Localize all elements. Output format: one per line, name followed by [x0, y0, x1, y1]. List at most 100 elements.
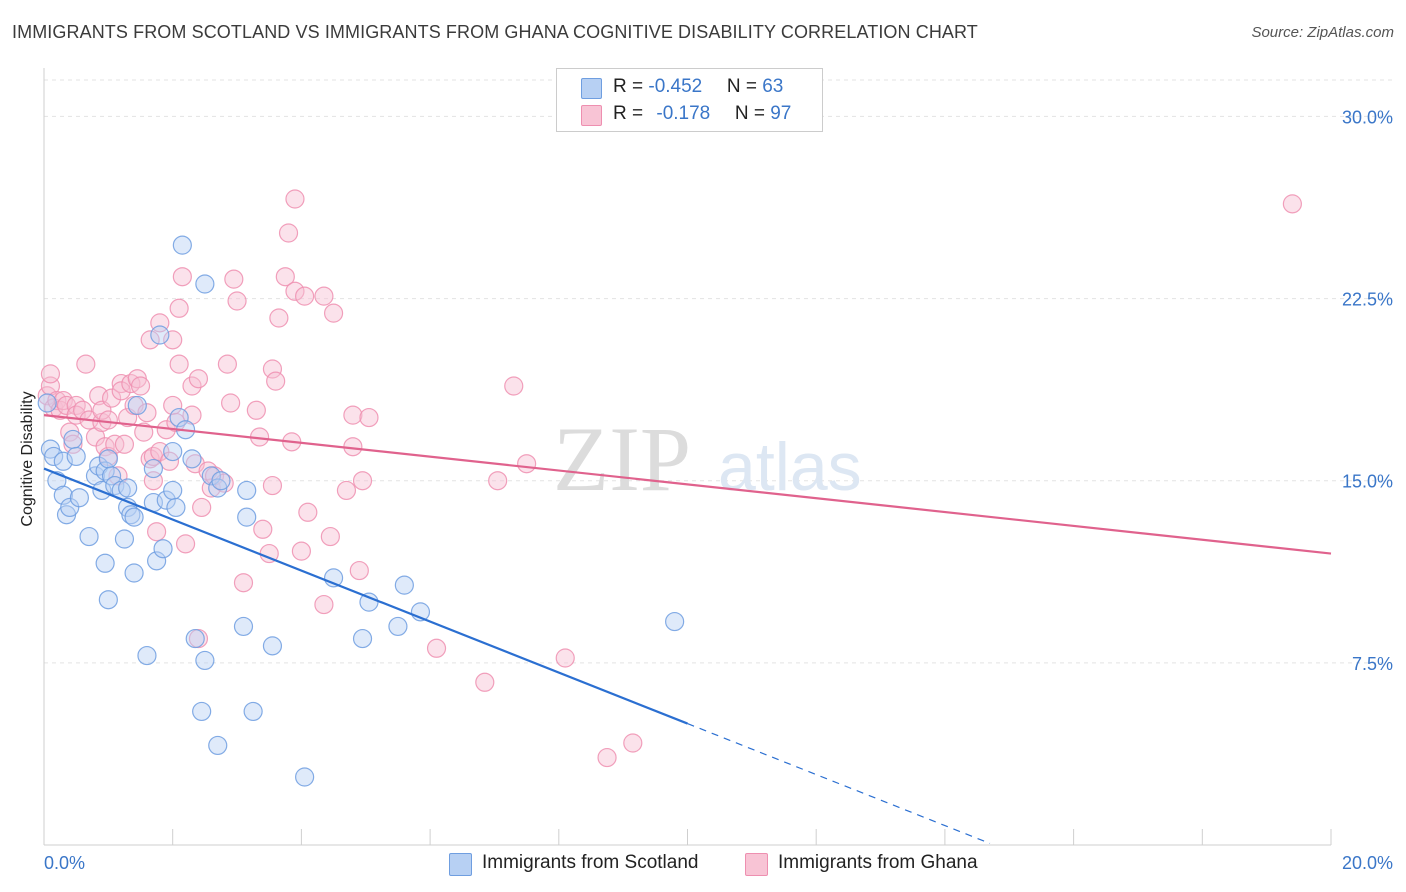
y-tick-label-1: 15.0%: [1342, 472, 1393, 492]
scotland-point-32: [147, 551, 167, 571]
ghana-point-90: [352, 471, 373, 491]
ghana-point-27: [114, 434, 135, 454]
ghana-point-65: [233, 573, 254, 593]
scotland-point-2: [44, 446, 64, 467]
legend-text-scotland: R = -0.452 N = 63: [613, 76, 783, 98]
axes: [43, 68, 1332, 846]
ghana-point-39: [147, 522, 167, 542]
ghana-point-20: [98, 410, 118, 430]
scotland-point-63: [665, 611, 685, 632]
trendlines: [43, 414, 1332, 844]
scotland-point-8: [63, 429, 83, 450]
correlation-legend: R = -0.452 N = 63 R = -0.178 N = 97: [556, 68, 823, 132]
scotland-point-43: [185, 628, 205, 649]
scotland-point-34: [153, 539, 173, 559]
scotland-point-51: [233, 616, 254, 637]
ghana-point-55: [188, 369, 209, 389]
scotland-point-29: [137, 645, 157, 666]
scotland-point-28: [127, 395, 147, 416]
scotland-point-22: [114, 529, 135, 549]
scotland-point-4: [53, 451, 73, 471]
x-tick-label-start: 0.0%: [44, 853, 85, 873]
scotland-point-10: [69, 488, 89, 508]
ghana-point-92: [426, 638, 447, 658]
ghana-point-37: [140, 330, 160, 350]
watermark-zip: ZIP: [553, 408, 691, 510]
ghana-point-3: [40, 364, 61, 384]
ghana-point-32: [130, 376, 151, 396]
scotland-point-44: [192, 701, 212, 722]
ghana-point-91: [359, 407, 379, 428]
ghana-point-93: [475, 672, 495, 692]
ghana-point-9: [63, 434, 83, 454]
scotland-point-19: [98, 590, 118, 610]
ghana-point-66: [246, 400, 266, 420]
ghana-swatch: [581, 105, 602, 126]
ghana-point-82: [314, 594, 334, 615]
scotland-point-53: [237, 507, 257, 527]
scotland-n-value: 63: [762, 76, 784, 97]
scotland-point-7: [60, 497, 80, 518]
y-tick-label-2: 22.5%: [1342, 290, 1393, 310]
ghana-point-33: [134, 422, 154, 442]
ghana-point-72: [266, 371, 286, 391]
ghana-point-83: [314, 286, 334, 306]
ghana-point-100: [1282, 194, 1302, 214]
scotland-point-9: [66, 446, 86, 467]
scotland-point-58: [352, 628, 373, 649]
scotland-point-37: [163, 480, 183, 501]
scotland-point-11: [79, 526, 99, 547]
ghana-n-value: 97: [770, 103, 792, 124]
ghana-point-95: [504, 376, 524, 396]
scotland-point-56: [295, 767, 315, 787]
ghana-point-56: [192, 497, 212, 518]
ghana-point-49: [172, 267, 192, 287]
ghana-point-78: [285, 189, 305, 209]
scotland-trendline-extension: [687, 723, 991, 844]
x-tick-label-end: 20.0%: [1342, 853, 1393, 873]
ghana-n-label: N =: [734, 103, 771, 124]
ghana-point-84: [320, 526, 340, 547]
scotland-point-39: [169, 407, 189, 428]
ghana-point-48: [169, 298, 189, 318]
ghana-point-68: [253, 519, 273, 539]
ghana-point-96: [517, 454, 537, 474]
ghana-point-97: [555, 648, 575, 668]
ghana-point-64: [227, 291, 247, 311]
ghana-trendline: [43, 414, 1332, 555]
scotland-point-45: [195, 274, 215, 294]
scotland-point-46: [195, 650, 215, 671]
ghana-point-22: [101, 388, 122, 408]
watermark-atlas: atlas: [718, 429, 862, 505]
scotland-point-47: [201, 466, 221, 486]
scotland-point-60: [388, 616, 408, 637]
scotland-point-35: [156, 490, 176, 510]
ghana-point-89: [349, 560, 369, 581]
scotland-trendline: [43, 467, 688, 725]
scotland-point-42: [182, 449, 202, 469]
ghana-point-86: [336, 480, 357, 501]
ghana-point-74: [275, 267, 295, 287]
scotland-point-49: [208, 735, 228, 756]
watermark: ZIP atlas: [553, 408, 862, 510]
ghana-point-47: [169, 354, 189, 374]
ghana-point-85: [323, 303, 344, 323]
ghana-point-52: [182, 376, 202, 396]
scotland-r-value: -0.452: [648, 76, 703, 97]
scotland-point-27: [124, 563, 144, 583]
bottom-scotland-swatch: [449, 853, 472, 876]
ghana-point-63: [224, 269, 244, 289]
ghana-point-13: [76, 354, 96, 374]
scotland-point-55: [262, 636, 283, 656]
scotland-point-59: [359, 592, 379, 612]
y-tick-label-3: 30.0%: [1342, 107, 1393, 127]
scotland-point-5: [53, 485, 73, 505]
scotland-points: [37, 235, 685, 787]
scotland-point-38: [166, 497, 186, 518]
bottom-scotland-label: Immigrants from Scotland: [482, 852, 699, 873]
ghana-point-70: [262, 359, 283, 379]
scotland-point-26: [124, 507, 144, 527]
scotland-point-31: [143, 458, 163, 479]
chart-title: IMMIGRANTS FROM SCOTLAND VS IMMIGRANTS F…: [12, 22, 978, 42]
